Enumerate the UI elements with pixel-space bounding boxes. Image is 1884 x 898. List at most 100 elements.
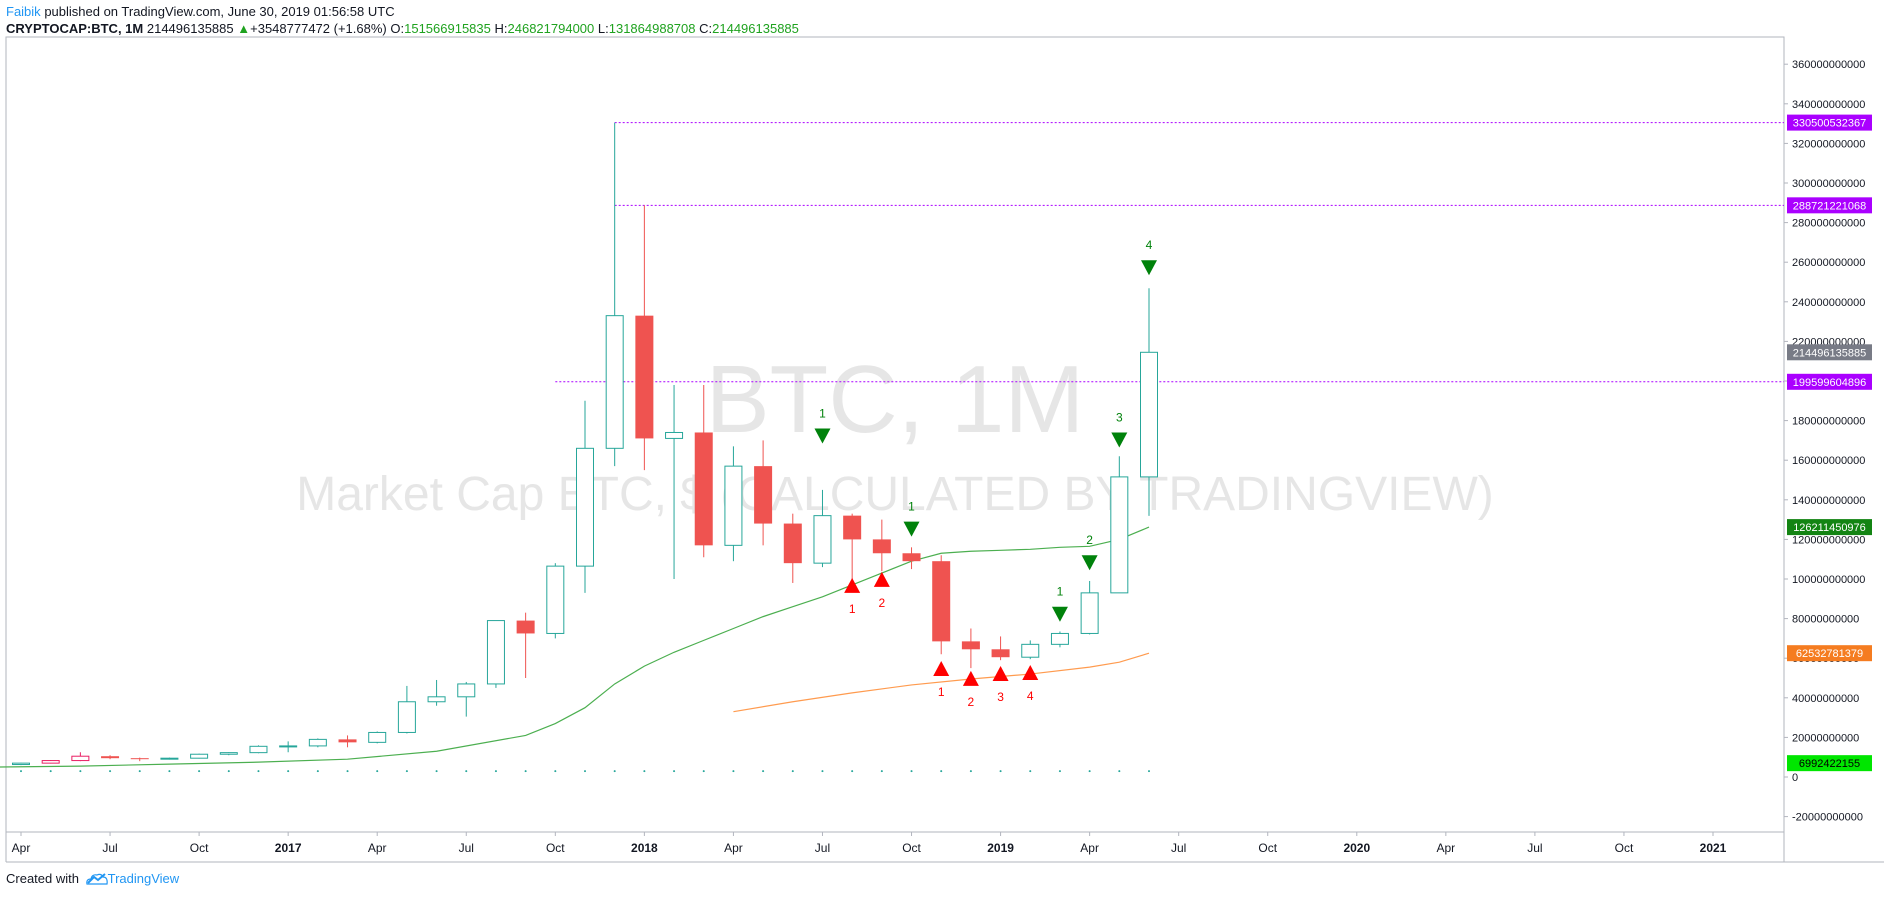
volume-dot: [227, 770, 230, 773]
candle[interactable]: [41, 760, 60, 764]
candle[interactable]: [724, 446, 743, 562]
candle[interactable]: [397, 685, 416, 734]
candle[interactable]: [813, 489, 832, 568]
candle-body-up: [457, 683, 476, 698]
y-axis-tick-label: 340000000000: [1792, 99, 1865, 111]
candle-body-up: [160, 757, 179, 760]
sell-signal-marker[interactable]: 2: [1081, 533, 1098, 571]
candle-body-up: [427, 696, 446, 703]
candle[interactable]: [932, 555, 951, 655]
candle[interactable]: [605, 122, 624, 467]
footer: Created with TradingView: [6, 871, 179, 886]
y-axis-tick-label: 280000000000: [1792, 218, 1865, 230]
buy-signal-marker[interactable]: 4: [1022, 664, 1039, 703]
candle[interactable]: [1050, 631, 1069, 648]
volume-dot: [999, 770, 1002, 773]
candle[interactable]: [486, 620, 505, 688]
buy-signal-marker[interactable]: 2: [962, 670, 979, 709]
candle[interactable]: [12, 762, 30, 766]
volume-dot: [198, 770, 201, 773]
candle-body-up: [1021, 643, 1040, 658]
candle-body-up: [1140, 351, 1158, 478]
tradingview-brand-link[interactable]: TradingView: [107, 871, 180, 886]
candle[interactable]: [961, 628, 980, 669]
candle[interactable]: [338, 735, 357, 748]
volume-dot: [732, 770, 735, 773]
candle[interactable]: [279, 741, 298, 753]
candle-body-down: [130, 758, 149, 760]
plot-area[interactable]: [5, 36, 1785, 833]
candle[interactable]: [991, 636, 1010, 661]
volume-dot: [287, 770, 290, 773]
volume-dot: [405, 770, 408, 773]
close-label: C:: [699, 21, 713, 36]
buy-signal-marker[interactable]: 3: [992, 665, 1009, 704]
candle[interactable]: [576, 400, 594, 593]
x-axis-tick-label: 2017: [275, 841, 302, 855]
candle[interactable]: [694, 384, 713, 558]
candle[interactable]: [457, 681, 476, 717]
buy-signal-marker[interactable]: 1: [844, 577, 861, 616]
sell-signal-marker[interactable]: 1: [1051, 585, 1068, 622]
candle[interactable]: [516, 612, 535, 678]
high-label: H:: [494, 21, 508, 36]
price-label-text: 288721221068: [1793, 200, 1866, 212]
candle[interactable]: [368, 731, 387, 744]
sell-signal-marker[interactable]: 1: [814, 407, 831, 444]
volume-dot: [1148, 770, 1150, 773]
buy-signal-marker[interactable]: 1: [933, 661, 950, 699]
moving-average-green-line[interactable]: [0, 526, 1150, 768]
candle[interactable]: [902, 547, 921, 570]
candle[interactable]: [1080, 580, 1099, 635]
sell-signal-marker[interactable]: 3: [1111, 410, 1128, 448]
volume-dot: [435, 770, 438, 773]
candle[interactable]: [71, 752, 90, 762]
y-axis-tick-label: 160000000000: [1792, 455, 1865, 467]
candle-body-up: [71, 755, 90, 762]
candle[interactable]: [1140, 288, 1158, 516]
volume-dot: [316, 770, 319, 773]
candle[interactable]: [1110, 456, 1129, 594]
candle[interactable]: [783, 513, 802, 583]
candle[interactable]: [219, 752, 238, 756]
candle[interactable]: [308, 738, 327, 748]
created-with-text: Created with: [6, 871, 79, 886]
buy-signal-label: 4: [1027, 689, 1034, 703]
author-link[interactable]: Faibik: [6, 4, 41, 19]
buy-signal-marker[interactable]: 2: [873, 571, 890, 610]
volume-dot: [20, 770, 22, 773]
candle[interactable]: [546, 563, 565, 639]
candle-body-up: [368, 731, 387, 743]
buy-signal-label: 1: [938, 685, 945, 699]
price-axis-label: 330500532367: [1787, 114, 1872, 131]
candle[interactable]: [249, 745, 268, 754]
sell-signal-label: 4: [1146, 238, 1153, 252]
candle[interactable]: [130, 757, 149, 762]
sell-signal-marker[interactable]: 4: [1141, 238, 1157, 276]
x-axis-tick-label: Apr: [12, 841, 31, 855]
x-axis-tick-label: Jul: [1171, 841, 1186, 855]
candle[interactable]: [872, 519, 891, 572]
sell-signal-marker[interactable]: 1: [903, 500, 920, 537]
y-axis-tick-label: 20000000000: [1792, 732, 1859, 744]
price-axis-label: 214496135885: [1787, 344, 1872, 361]
x-axis-tick-label: Apr: [1080, 841, 1099, 855]
candle[interactable]: [635, 205, 654, 471]
candle[interactable]: [427, 679, 446, 706]
candle[interactable]: [190, 753, 209, 759]
low-value: 131864988708: [608, 21, 696, 36]
price-label-background: [1787, 519, 1872, 536]
candle[interactable]: [1021, 640, 1040, 660]
price-axis-label: 6992422155: [1787, 755, 1872, 772]
candle[interactable]: [160, 757, 179, 760]
candle-body-up: [308, 738, 327, 747]
volume-dot: [138, 770, 141, 773]
y-axis-tick-label: 40000000000: [1792, 693, 1859, 705]
tradingview-cloud-icon: [85, 873, 108, 885]
candle[interactable]: [101, 755, 120, 760]
candle[interactable]: [665, 384, 684, 579]
candle[interactable]: [843, 513, 862, 579]
candle-body-up: [546, 565, 565, 634]
candle[interactable]: [754, 440, 773, 546]
